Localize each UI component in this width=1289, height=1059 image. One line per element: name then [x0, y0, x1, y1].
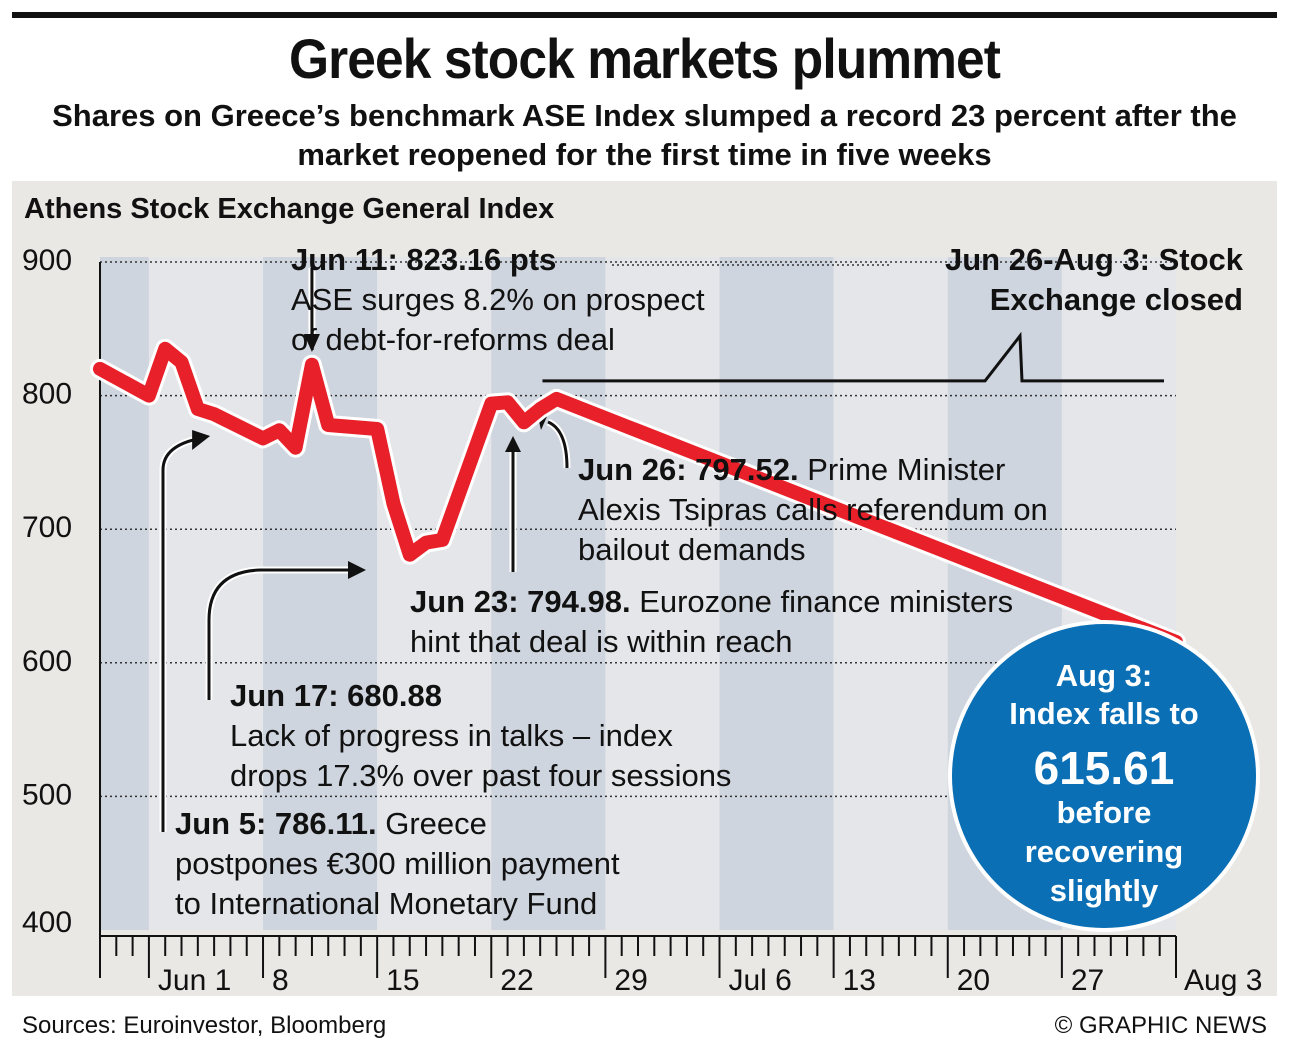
x-tick-label: 27	[1071, 964, 1104, 997]
callout-line: recovering	[1025, 834, 1184, 869]
leader-jun26	[547, 420, 569, 469]
week-band	[377, 257, 492, 930]
credit-note: © GRAPHIC NEWS	[1054, 1012, 1267, 1039]
callout-line: slightly	[1050, 873, 1159, 908]
week-band	[833, 257, 948, 930]
y-tick-label: 600	[22, 645, 72, 678]
annotation-head: Jun 26: 797.52.	[578, 452, 799, 487]
leader-jun11-head	[303, 334, 320, 352]
annotation-line: Alexis Tsipras calls referendum on	[578, 492, 1048, 527]
page-title: Greek stock markets plummet	[288, 27, 1001, 90]
x-tick-label: Jun 1	[158, 964, 231, 997]
source-note: Sources: Euroinvestor, Bloomberg	[22, 1012, 387, 1039]
annotation-line: drops 17.3% over past four sessions	[230, 758, 731, 793]
leader-jun17-head	[348, 561, 366, 579]
page-subtitle: Shares on Greece’s benchmark ASE Index s…	[52, 98, 1237, 172]
closed-bracket	[542, 331, 1164, 383]
y-tick-label: 700	[22, 511, 72, 544]
callout-line: Aug 3:	[1056, 658, 1152, 693]
annotation-jun11: Jun 11: 823.16 pts ASE surges 8.2% on pro…	[291, 242, 705, 357]
week-band	[491, 257, 606, 930]
annotation-line: Lack of progress in talks – index	[230, 718, 673, 753]
annotation-line: ASE surges 8.2% on prospect	[291, 282, 705, 317]
annotation-jun23: Jun 23: 794.98. Eurozone finance ministe…	[410, 584, 1013, 659]
annotation-jun26: Jun 26: 797.52. Prime Minister Alexis Tsi…	[578, 452, 1048, 567]
callout-line: 615.61	[1034, 742, 1175, 794]
annotation-line: Jun 26-Aug 3: Stock	[945, 242, 1244, 277]
x-tick-label: 13	[843, 964, 876, 997]
y-tick-label: 800	[22, 378, 72, 411]
x-tick-label: 22	[500, 964, 533, 997]
annotation-head: Jun 17: 680.88	[230, 678, 442, 713]
annotation-line: of debt-for-reforms deal	[291, 322, 615, 357]
annotation-line: bailout demands	[578, 532, 806, 567]
annotation-line: hint that deal is within reach	[410, 624, 793, 659]
x-tick-label: 29	[614, 964, 647, 997]
annotation-line: Prime Minister	[799, 452, 1006, 487]
annotation-leaders	[159, 264, 1164, 832]
x-tick-label: 15	[386, 964, 419, 997]
x-ticks: Jun 1 8 15 22 29 Jul 6 13 20 27 Aug 3	[99, 936, 1262, 997]
leader-jun23-head	[505, 436, 521, 452]
callout-line: before	[1057, 795, 1152, 830]
y-tick-label: 900	[22, 244, 72, 277]
annotation-line: Eurozone finance ministers	[631, 584, 1014, 619]
series-line	[93, 341, 1183, 649]
annotation-head: Jun 23: 794.98.	[410, 584, 631, 619]
x-tick-label: Jul 6	[729, 964, 792, 997]
leader-jun5-head	[192, 430, 211, 450]
top-rule	[12, 12, 1277, 18]
x-tick-label: 8	[272, 964, 289, 997]
leader-jun17	[207, 568, 350, 700]
annotation-line: Greece	[377, 806, 487, 841]
callout-circle	[952, 624, 1256, 928]
annotation-jun5: Jun 5: 786.11. Greece postpones €300 mill…	[175, 806, 620, 921]
week-band	[719, 257, 834, 930]
annotation-head: Jun 5: 786.11.	[175, 806, 377, 841]
x-tick-label: 20	[957, 964, 990, 997]
week-band	[605, 257, 720, 930]
annotation-line: postpones €300 million payment	[175, 846, 620, 881]
y-tick-label: 400	[22, 906, 72, 939]
index-series	[90, 338, 1186, 652]
week-band	[100, 257, 149, 930]
annotation-line: to International Monetary Fund	[175, 886, 597, 921]
annotations: Jun 11: 823.16 pts ASE surges 8.2% on pro…	[175, 242, 1260, 932]
annotation-jun17: Jun 17: 680.88 Lack of progress in talks …	[230, 678, 731, 793]
callout-line: Index falls to	[1009, 696, 1198, 731]
x-tick-label: Aug 3	[1184, 964, 1262, 997]
annotation-head: Jun 11: 823.16 pts	[291, 242, 556, 277]
y-tick-label: 500	[22, 778, 72, 811]
annotation-line: Exchange closed	[990, 282, 1243, 317]
chart-title: Athens Stock Exchange General Index	[24, 193, 554, 225]
annotation-closed: Jun 26-Aug 3: Stock Exchange closed	[945, 242, 1244, 317]
